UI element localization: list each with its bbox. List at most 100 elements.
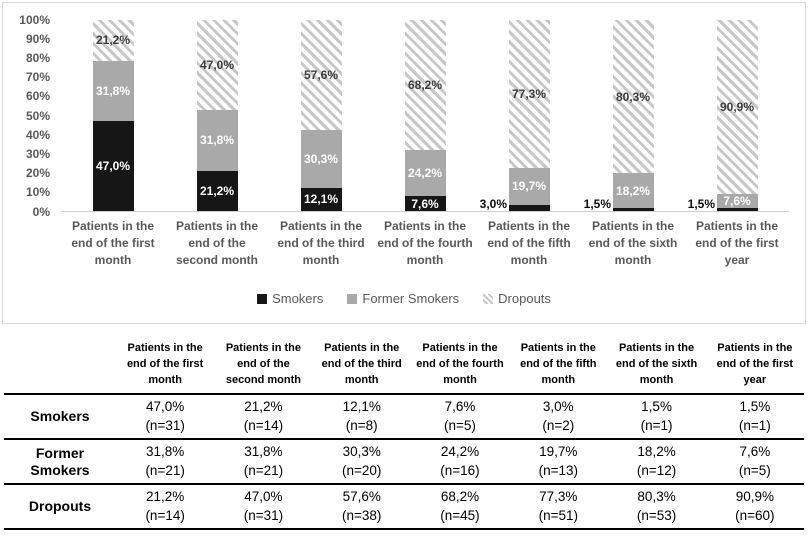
y-tick-label: 20% (25, 166, 50, 181)
legend-item-dropouts: Dropouts (483, 291, 551, 306)
bar-slot: 18,2% 80,3% 1,5% (581, 20, 685, 211)
cell-percentage: 1,5% (739, 399, 771, 414)
bar-segment-dropouts: 68,2% (404, 20, 446, 151)
stacked-bar: 7,6% 24,2% 68,2% (404, 20, 446, 211)
cell-percentage: 30,3% (342, 444, 381, 459)
x-axis-category-label: Patients in the end of the sixth month (588, 219, 678, 267)
cell-n-count: (n=21) (145, 463, 185, 478)
table-cell: 80,3% (n=53) (607, 485, 705, 528)
bar-segment-former-smokers: 7,6% (716, 193, 758, 209)
data-label-smokers: 12,1% (303, 192, 339, 207)
data-label-smokers: 7,6% (411, 196, 439, 211)
y-tick-label: 40% (25, 127, 50, 142)
cell-percentage: 19,7% (539, 444, 578, 459)
legend-swatch-icon (257, 293, 268, 304)
cell-n-count: (n=45) (440, 508, 480, 523)
table-column-header: Patients in the end of the fifth month (520, 342, 597, 386)
table-row-label: Smokers (30, 408, 90, 424)
data-label-smokers: 21,2% (199, 183, 235, 198)
y-tick-label: 60% (25, 89, 50, 104)
table-cell: 21,2% (n=14) (116, 485, 214, 528)
y-tick-label: 100% (19, 12, 50, 27)
data-label-smokers: 1,5% (583, 197, 611, 211)
table-corner-cell (4, 363, 116, 364)
table-row-label: Dropouts (28, 498, 92, 514)
cell-n-count: (n=12) (636, 463, 677, 478)
cell-percentage: 47,0% (244, 489, 283, 504)
data-label-former-smokers: 24,2% (407, 166, 443, 181)
table-column-header: Patients in the end of the first year (716, 342, 794, 386)
bar-slot: 7,6% 90,9% 1,5% (685, 20, 789, 211)
table-row-label: Former Smokers (30, 444, 90, 478)
cell-percentage: 68,2% (440, 489, 480, 504)
results-table: Patients in the end of the first month Pa… (4, 334, 804, 530)
cell-n-count: (n=31) (243, 508, 284, 523)
cell-percentage: 18,2% (637, 444, 676, 459)
y-tick-label: 30% (25, 146, 50, 161)
cell-n-count: (n=1) (738, 418, 771, 433)
cell-n-count: (n=14) (243, 418, 284, 433)
stacked-bar: 12,1% 30,3% 57,6% (300, 20, 342, 211)
table-row-dropouts: Dropouts 21,2% (n=14) 47,0% (n=31) 57,6% (n=38… (4, 485, 804, 530)
cell-percentage: 7,6% (444, 399, 476, 414)
table-column-header: Patients in the end of the second month (225, 342, 302, 386)
table-row-former-smokers: Former Smokers 31,8% (n=21) 31,8% (n=21) 30,3… (4, 440, 804, 485)
x-axis-category-label: Patients in the end of the fifth month (487, 219, 571, 267)
bar-segment-former-smokers: 31,8% (196, 109, 238, 171)
cell-percentage: 77,3% (539, 489, 578, 504)
bar-slot: 21,2% 31,8% 47,0% (165, 20, 269, 211)
y-tick-label: 0% (32, 204, 50, 219)
cell-percentage: 31,8% (244, 444, 283, 459)
legend-item-former-smokers: Former Smokers (347, 291, 459, 306)
bar-segment-former-smokers: 19,7% (508, 167, 550, 206)
table-cell: 57,6% (n=38) (313, 485, 411, 528)
cell-percentage: 3,0% (542, 399, 574, 414)
table-column-header: Patients in the end of the first month (126, 342, 204, 386)
bar-segment-dropouts: 57,6% (300, 20, 342, 131)
table-cell: 31,8% (n=21) (116, 440, 214, 483)
table-header-row: Patients in the end of the first month Pa… (4, 334, 804, 395)
cell-percentage: 21,2% (146, 489, 185, 504)
table-cell: 18,2% (n=12) (607, 440, 705, 483)
table-cell: 21,2% (n=14) (214, 395, 312, 438)
x-axis-category-label: Patients in the end of the first month (71, 219, 155, 267)
legend-item-smokers: Smokers (257, 291, 323, 306)
cell-n-count: (n=21) (243, 463, 284, 478)
data-label-dropouts: 77,3% (511, 86, 547, 101)
table-column-header: Patients in the end of the fourth month (416, 342, 504, 386)
data-label-dropouts: 21,2% (95, 33, 131, 48)
data-label-dropouts: 90,9% (719, 99, 755, 114)
table-cell: 1,5% (n=1) (607, 395, 705, 438)
bar-segment-smokers (612, 208, 654, 211)
bar-segment-former-smokers: 30,3% (300, 130, 342, 188)
cell-percentage: 21,2% (244, 399, 283, 414)
table-cell: 77,3% (n=51) (509, 485, 607, 528)
stacked-bar: 19,7% 77,3% (508, 20, 550, 211)
plot-area: 47,0% 31,8% 21,2% 21,2% 31,8% 47,0% 12,1% 30,3%… (61, 20, 789, 212)
cell-n-count: (n=14) (145, 508, 185, 523)
y-axis: 100% 90% 80% 70% 60% 50% 40% 30% 20% 10% 0% (3, 3, 55, 323)
cell-n-count: (n=8) (345, 418, 378, 433)
cell-n-count: (n=60) (735, 508, 775, 523)
data-label-former-smokers: 18,2% (615, 183, 651, 198)
table-cell: 31,8% (n=21) (214, 440, 312, 483)
stacked-bar-chart: 100% 90% 80% 70% 60% 50% 40% 30% 20% 10% 0% 47,0% 3… (2, 2, 806, 324)
bar-segment-smokers (716, 208, 758, 211)
bar-slot: 12,1% 30,3% 57,6% (269, 20, 373, 211)
stacked-bar: 7,6% 90,9% (716, 20, 758, 211)
bar-segment-smokers: 7,6% (404, 196, 446, 211)
bar-slot: 19,7% 77,3% 3,0% (477, 20, 581, 211)
table-row-smokers: Smokers 47,0% (n=31) 21,2% (n=14) 12,1% (n=8) 7… (4, 395, 804, 440)
table-cell: 7,6% (n=5) (411, 395, 509, 438)
bar-segment-smokers: 47,0% (92, 121, 134, 211)
data-label-former-smokers: 30,3% (303, 151, 339, 166)
cell-percentage: 31,8% (146, 444, 185, 459)
cell-percentage: 12,1% (342, 399, 381, 414)
table-cell: 47,0% (n=31) (214, 485, 312, 528)
data-label-former-smokers: 7,6% (723, 193, 751, 208)
bar-segment-dropouts: 80,3% (612, 20, 654, 174)
bar-segment-former-smokers: 31,8% (92, 60, 134, 122)
table-cell: 19,7% (n=13) (509, 440, 607, 483)
legend-swatch-icon (483, 293, 494, 304)
stacked-bar: 21,2% 31,8% 47,0% (196, 20, 238, 211)
